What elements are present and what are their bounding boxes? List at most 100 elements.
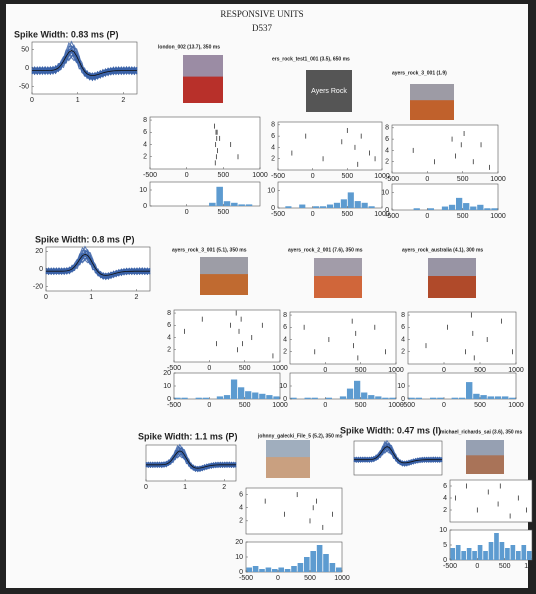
histogram-bar [477,545,483,560]
histogram-bar [448,204,456,210]
histogram-bar [488,542,494,560]
histogram-bar [484,208,491,210]
histogram-bar [361,202,368,208]
axes-frame [149,181,261,207]
histogram-bar [427,208,434,210]
image-text: Ayers Rock [311,88,347,95]
stimulus-label: johnny_galecki_File_5 (5.2), 350 ms [257,433,343,439]
x-tick-label: 0 [185,172,189,179]
histogram-bar [333,202,340,208]
histogram-bar [313,206,320,208]
x-tick-label: 0 [442,367,446,374]
histogram-bar [346,388,354,399]
x-tick-label: 1000 [272,365,288,372]
y-tick-label: 10 [381,190,389,197]
x-tick-label: 1000 [252,172,268,179]
histogram-bar [181,397,188,399]
histogram-bar [174,397,181,399]
subtitle: D537 [252,23,272,33]
histogram-bar [231,202,238,206]
y-tick-label: 2 [271,156,275,163]
image-sky [466,440,504,456]
stimulus-label: ayers_rock_australia (4.1), 300 ms [402,247,483,253]
stimulus-label: ayers_rock_3_001 (5.1), 350 ms [172,247,247,253]
waveform-trace [45,255,151,280]
histogram-bar [450,548,456,560]
histogram-bar [340,199,347,208]
y-tick-label: 6 [385,136,389,143]
histogram-bar [290,397,297,399]
x-tick-label: 0 [425,176,429,183]
y-tick-label: 2 [239,518,243,525]
y-tick-label: 20 [35,248,43,255]
histogram-bar [494,533,499,560]
histogram-bar [195,397,202,399]
stimulus-label: ayers_rock_3_001 (1.9) [392,70,447,76]
histogram-bar [477,204,484,210]
waveform-mean [354,446,442,464]
y-tick-label: 2 [283,349,287,356]
histogram-bar [463,203,470,210]
histogram-bar [389,397,396,399]
histogram-bar [339,396,347,399]
histogram-bar [216,396,224,399]
y-tick-label: -50 [19,83,29,90]
x-tick-label: 500 [304,575,316,582]
y-tick-label: -20 [33,283,43,290]
histogram-bar [368,395,375,399]
y-tick-label: 4 [167,334,171,341]
histogram-bar [326,204,334,208]
histogram-bar [499,542,505,560]
histogram-bar [470,206,477,210]
histogram-bar [487,396,494,399]
histogram-bar [316,545,323,572]
y-tick-label: 10 [139,187,147,194]
histogram-bar [285,206,292,208]
stimulus-label: michael_richards_sai (3.6), 350 ms [440,429,522,435]
histogram-bar [415,397,422,399]
histogram-bar [311,397,318,399]
image-sky [314,258,362,276]
image-sky [410,84,454,101]
y-tick-label: 4 [443,495,447,502]
histogram-bar [354,380,361,399]
x-tick-label: 500 [474,402,486,409]
histogram-bar [408,397,415,399]
y-tick-label: 2 [401,349,405,356]
waveform-trace [353,446,443,467]
waveform-trace [353,447,443,467]
x-tick-label: 1000 [388,367,404,374]
x-tick-label: 500 [239,365,251,372]
histogram-bar [466,548,472,560]
histogram-bar [472,551,477,560]
histogram-bar [430,397,437,399]
y-tick-label: 0 [271,205,275,212]
histogram-bar [266,395,273,399]
x-tick-label: 0 [311,173,315,180]
histogram-bar [526,551,532,560]
waveform-trace [31,50,138,81]
histogram-bar [502,396,509,399]
stimulus-label: ers_rock_test1_001 (3.5), 650 ms [272,56,350,62]
histogram-bar [509,397,516,399]
histogram-bar [223,201,231,206]
y-tick-label: 0 [385,207,389,214]
histogram-bar [273,396,280,399]
image-sky [266,440,310,458]
x-tick-label: 1000 [272,402,288,409]
histogram-bar [209,202,216,206]
y-tick-label: 10 [439,527,447,534]
x-tick-label: 0 [323,402,327,409]
y-tick-label: 6 [443,483,447,490]
x-tick-label: 1000 [334,575,350,582]
histogram-bar [323,554,329,572]
histogram-bar [272,569,278,572]
stimulus-label: ayers_rock_2_001 (7.6), 350 ms [288,247,363,253]
x-tick-label: 1000 [374,173,390,180]
waveform-mean [46,253,150,276]
x-tick-label: 500 [239,402,251,409]
histogram-bar [505,548,510,560]
y-tick-label: 10 [397,383,405,390]
title: RESPONSIVE UNITS [220,9,303,19]
x-tick-label: 0 [425,213,429,220]
